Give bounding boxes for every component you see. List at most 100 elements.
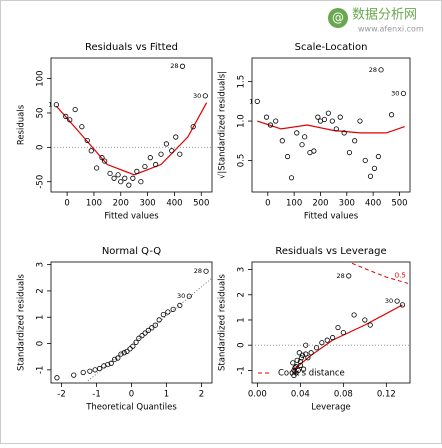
point — [299, 142, 305, 148]
point — [290, 360, 296, 366]
y-tick-label: 2 — [36, 288, 46, 293]
y-tick-label: -50 — [36, 175, 46, 189]
x-tick-label: 100 — [86, 199, 102, 209]
point — [158, 151, 164, 157]
point — [367, 322, 373, 328]
x-tick-label: 400 — [365, 199, 381, 209]
point — [308, 350, 314, 356]
point-label: 28 — [336, 272, 344, 280]
watermark-url: www.afenxi.com — [358, 25, 424, 34]
point — [329, 118, 335, 124]
x-tick-label: 0.08 — [334, 390, 353, 400]
point — [134, 168, 140, 174]
point — [99, 155, 105, 161]
y-tick-label: 1 — [36, 315, 46, 320]
point — [118, 351, 124, 357]
point-label: 1 — [249, 97, 253, 105]
point — [163, 141, 169, 147]
y-tick-label: 2 — [237, 292, 247, 297]
point — [170, 306, 176, 312]
point — [296, 350, 302, 356]
y-tick-label: 50 — [36, 108, 46, 119]
point — [118, 179, 124, 185]
point — [79, 124, 85, 130]
watermark-name: 数据分析网 — [352, 8, 417, 23]
point — [367, 173, 374, 179]
x-tick-label: 0.04 — [291, 390, 310, 400]
chart-title: Scale-Location — [295, 42, 368, 53]
x-tick-label: 300 — [139, 199, 155, 209]
x-tick-label: 0 — [129, 390, 134, 400]
point — [311, 148, 317, 154]
point — [203, 268, 209, 274]
point — [294, 130, 300, 136]
point — [130, 343, 136, 349]
point — [142, 330, 148, 336]
point — [279, 138, 285, 144]
point — [115, 355, 121, 361]
x-axis-label: Fitted values — [104, 212, 159, 222]
point — [156, 317, 162, 323]
point — [115, 172, 121, 178]
point-label: 30 — [193, 92, 201, 100]
point — [138, 179, 144, 185]
y-tick-label: 100 — [36, 70, 46, 86]
point — [292, 365, 298, 371]
point — [108, 360, 114, 366]
point — [371, 165, 378, 171]
plot-box — [251, 57, 411, 193]
x-tick-label: 200 — [113, 199, 129, 209]
x-tick-label: 200 — [312, 199, 328, 209]
point — [330, 335, 336, 341]
point — [107, 170, 113, 177]
x-tick-label: 100 — [286, 199, 302, 209]
y-tick-label: -1 — [237, 366, 247, 374]
point — [346, 149, 353, 156]
cook-label: 0.5 — [395, 271, 406, 279]
y-tick-label: 3 — [237, 267, 247, 272]
point — [284, 153, 291, 160]
point — [136, 335, 142, 341]
point — [305, 355, 311, 361]
y-tick-label: 1.0 — [237, 114, 247, 128]
point — [152, 322, 158, 328]
smooth-line — [55, 102, 208, 176]
logo-mark: @ — [332, 11, 344, 25]
plot-box — [50, 57, 213, 193]
point — [341, 130, 347, 136]
point — [399, 302, 406, 308]
point — [400, 90, 407, 97]
point — [102, 158, 108, 164]
point — [319, 340, 325, 346]
point — [142, 163, 148, 170]
point — [112, 356, 118, 362]
point-label: 28 — [194, 267, 202, 275]
point — [71, 372, 77, 378]
point — [165, 309, 171, 315]
point — [177, 151, 183, 157]
point — [254, 98, 260, 104]
x-tick-label: -1 — [92, 390, 100, 400]
point — [124, 348, 130, 355]
logo — [328, 8, 348, 28]
point — [84, 137, 90, 144]
point-label: 28 — [170, 62, 178, 70]
y-tick-label: -1 — [36, 366, 46, 374]
point — [378, 67, 384, 73]
point — [121, 350, 127, 356]
point — [145, 327, 151, 333]
x-axis-label: Theoretical Quantiles — [85, 403, 177, 413]
point — [321, 116, 328, 123]
point — [92, 367, 98, 373]
chart-title: Residuals vs Leverage — [275, 246, 386, 257]
point — [105, 361, 111, 368]
point — [97, 365, 103, 372]
point — [315, 114, 321, 120]
point — [300, 366, 307, 372]
point — [133, 339, 139, 345]
x-tick-label: 2 — [199, 390, 204, 400]
point — [291, 372, 297, 379]
point — [263, 114, 270, 120]
